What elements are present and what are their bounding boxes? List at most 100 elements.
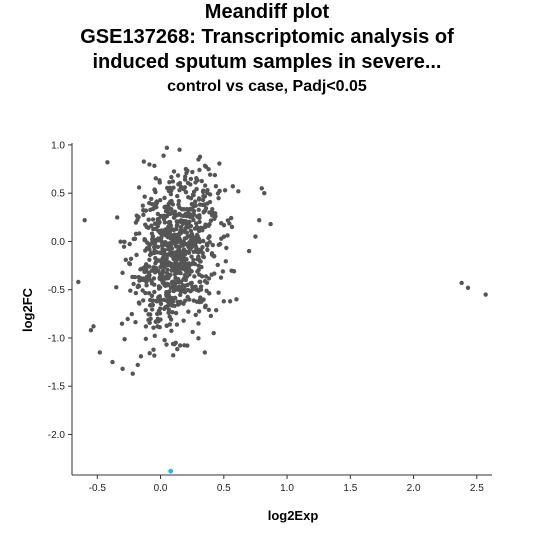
data-point xyxy=(186,287,191,293)
data-point xyxy=(200,227,205,233)
data-point xyxy=(209,272,214,277)
data-point xyxy=(208,313,214,319)
data-point xyxy=(200,251,205,256)
data-point xyxy=(131,281,136,287)
chart-titles: Meandiff plot GSE137268: Transcriptomic … xyxy=(0,0,534,97)
data-point xyxy=(149,196,154,202)
x-tick-label: 2.0 xyxy=(407,483,421,494)
data-point xyxy=(149,293,155,298)
data-point xyxy=(110,359,115,365)
data-point xyxy=(165,295,171,300)
data-point xyxy=(180,240,185,246)
data-point xyxy=(177,147,182,152)
data-point xyxy=(178,252,184,258)
data-point xyxy=(219,221,224,226)
data-point xyxy=(161,241,166,247)
data-point xyxy=(206,166,211,172)
data-point xyxy=(166,188,172,194)
data-point xyxy=(118,239,123,244)
data-point xyxy=(216,242,222,248)
chart-title-line-3: induced sputum samples in severe... xyxy=(92,51,442,73)
data-point xyxy=(223,259,229,264)
data-point xyxy=(177,180,183,186)
data-point xyxy=(166,201,171,207)
data-point xyxy=(191,257,196,263)
data-point xyxy=(177,343,183,348)
data-point xyxy=(155,311,160,317)
data-point xyxy=(190,233,195,239)
data-point xyxy=(115,215,120,220)
data-point xyxy=(169,328,174,333)
data-point xyxy=(176,270,181,275)
data-point xyxy=(168,192,174,197)
data-point xyxy=(194,224,200,230)
data-point xyxy=(147,162,152,167)
data-point xyxy=(158,236,164,241)
highlighted-data-point xyxy=(168,468,174,474)
data-point xyxy=(172,295,178,300)
data-point xyxy=(170,310,175,315)
data-point xyxy=(201,188,206,193)
data-point xyxy=(187,214,193,220)
data-point xyxy=(136,185,142,190)
data-point xyxy=(133,319,138,325)
data-point xyxy=(181,301,186,306)
data-point xyxy=(152,221,158,226)
data-point xyxy=(220,269,226,274)
data-point xyxy=(144,283,149,288)
data-point xyxy=(262,190,267,196)
data-point xyxy=(191,212,197,217)
data-point xyxy=(465,285,471,290)
data-point xyxy=(146,264,152,269)
data-point xyxy=(217,161,222,166)
data-point xyxy=(171,227,177,233)
data-point xyxy=(219,236,224,241)
data-point xyxy=(162,195,167,201)
data-point xyxy=(82,218,87,223)
data-point xyxy=(143,248,148,253)
data-point xyxy=(141,212,146,217)
data-point xyxy=(160,268,166,273)
data-point xyxy=(166,274,171,279)
data-point xyxy=(193,312,198,318)
data-point xyxy=(201,193,206,199)
data-point xyxy=(157,230,163,236)
data-point xyxy=(234,297,239,302)
data-point xyxy=(194,287,199,293)
data-point xyxy=(120,366,125,372)
data-point xyxy=(200,197,206,203)
data-point xyxy=(182,174,188,179)
data-point xyxy=(168,317,174,322)
data-point xyxy=(157,271,163,276)
data-point xyxy=(192,199,198,204)
data-point xyxy=(198,287,204,292)
data-point xyxy=(185,294,190,300)
data-point xyxy=(199,264,204,270)
data-point xyxy=(197,258,203,264)
data-point xyxy=(152,333,157,339)
data-point xyxy=(143,290,148,296)
data-point xyxy=(192,243,198,248)
data-point xyxy=(166,220,172,225)
data-point xyxy=(152,353,157,358)
data-point xyxy=(123,257,128,263)
data-point xyxy=(145,275,151,280)
data-point xyxy=(202,304,208,310)
data-point xyxy=(225,233,230,238)
data-point xyxy=(146,217,151,222)
chart-title-line-2: GSE137268: Transcriptomic analysis of xyxy=(80,26,454,48)
x-tick-label: -0.5 xyxy=(89,483,107,494)
data-point xyxy=(148,316,153,321)
data-point xyxy=(196,215,201,220)
data-point xyxy=(176,236,181,242)
data-point xyxy=(204,201,210,206)
data-point xyxy=(215,262,220,268)
data-point xyxy=(178,292,183,298)
data-point xyxy=(191,192,196,198)
data-point xyxy=(152,289,157,295)
data-point xyxy=(189,254,194,259)
data-point xyxy=(147,303,153,308)
data-point xyxy=(175,299,180,304)
data-point xyxy=(198,279,203,285)
data-point xyxy=(121,244,127,249)
